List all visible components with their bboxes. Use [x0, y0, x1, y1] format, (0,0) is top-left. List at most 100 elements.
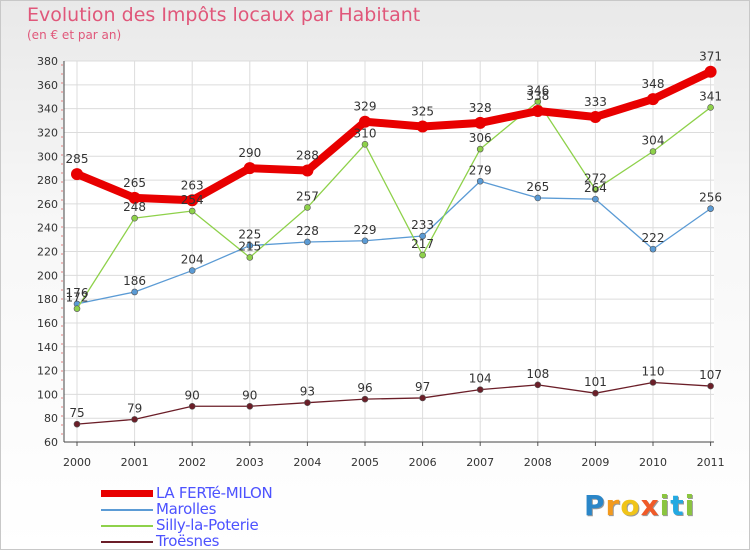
- data-label-tro-snes: 108: [526, 367, 549, 381]
- y-tick-label: 180: [37, 293, 58, 306]
- x-tick-label: 2003: [236, 456, 264, 469]
- data-point-la-fert-milon: [589, 110, 602, 123]
- series-line-tro-snes: [76, 381, 712, 425]
- data-point-silly-la-poterie: [592, 186, 599, 193]
- data-point-la-fert-milon: [186, 194, 199, 207]
- data-point-tro-snes: [304, 399, 311, 407]
- y-tick-label: 200: [37, 269, 58, 282]
- data-label-la-fert-milon: 265: [123, 176, 146, 190]
- chart-subtitle: (en € et par an): [27, 28, 122, 42]
- y-tick-label: 120: [37, 365, 58, 378]
- y-tick-label: 320: [37, 126, 58, 139]
- data-label-tro-snes: 96: [357, 381, 372, 395]
- data-label-la-fert-milon: 338: [526, 89, 549, 103]
- data-point-tro-snes: [361, 395, 369, 403]
- x-tick-label: 2001: [121, 456, 149, 469]
- data-point-tro-snes: [246, 402, 254, 410]
- data-point-tro-snes: [131, 416, 138, 423]
- y-tick-label: 60: [44, 436, 58, 449]
- data-label-silly-la-poterie: 341: [699, 89, 722, 103]
- legend-swatch: [101, 525, 153, 527]
- data-label-marolles: 228: [296, 224, 319, 238]
- data-point-tro-snes: [534, 381, 542, 389]
- data-point-la-fert-milon: [71, 168, 83, 181]
- y-tick-label: 340: [37, 103, 58, 116]
- data-point-silly-la-poterie: [131, 214, 138, 222]
- data-label-silly-la-poterie: 254: [181, 193, 204, 207]
- legend-swatch: [101, 509, 153, 511]
- data-label-silly-la-poterie: 346: [526, 83, 549, 97]
- data-point-marolles: [707, 205, 714, 212]
- y-tick-label: 240: [37, 222, 58, 235]
- legend-label: Troësnes: [156, 532, 220, 550]
- y-tick-label: 260: [37, 198, 58, 211]
- legend-label: Silly-la-Poterie: [156, 516, 259, 534]
- data-point-marolles: [246, 242, 254, 249]
- x-tick-label: 2000: [63, 456, 91, 469]
- data-label-la-fert-milon: 328: [469, 101, 492, 115]
- data-point-tro-snes: [592, 389, 599, 397]
- data-label-tro-snes: 75: [69, 406, 84, 420]
- data-point-la-fert-milon: [128, 191, 141, 204]
- y-tick-label: 80: [44, 412, 58, 425]
- y-tick-label: 280: [37, 174, 58, 187]
- data-label-la-fert-milon: 333: [584, 95, 607, 109]
- data-label-marolles: 186: [123, 274, 146, 288]
- data-point-la-fert-milon: [359, 115, 371, 128]
- data-label-la-fert-milon: 263: [181, 178, 204, 192]
- data-label-marolles: 225: [238, 228, 261, 242]
- data-label-la-fert-milon: 288: [296, 149, 319, 163]
- legend-label: LA FERTé-MILON: [156, 484, 273, 502]
- data-label-marolles: 279: [469, 163, 492, 177]
- data-label-la-fert-milon: 329: [354, 100, 377, 114]
- data-point-tro-snes: [188, 402, 196, 410]
- data-point-marolles: [188, 267, 196, 274]
- data-point-silly-la-poterie: [73, 305, 81, 312]
- data-label-marolles: 204: [181, 253, 204, 267]
- data-label-marolles: 233: [411, 218, 434, 232]
- data-point-silly-la-poterie: [649, 148, 657, 155]
- data-label-la-fert-milon: 371: [699, 50, 722, 64]
- x-tick-label: 2002: [178, 456, 206, 469]
- y-tick-label: 300: [37, 150, 58, 163]
- data-label-tro-snes: 93: [300, 385, 315, 399]
- x-tick-label: 2011: [697, 456, 725, 469]
- data-label-silly-la-poterie: 257: [296, 189, 319, 203]
- data-label-tro-snes: 110: [642, 364, 665, 378]
- y-tick-label: 160: [37, 317, 58, 330]
- logo-letter: t: [670, 489, 685, 522]
- data-point-tro-snes: [707, 382, 714, 390]
- data-label-tro-snes: 79: [127, 401, 142, 415]
- data-label-silly-la-poterie: 304: [642, 133, 665, 147]
- data-point-la-fert-milon: [474, 116, 487, 129]
- data-label-la-fert-milon: 348: [642, 77, 665, 91]
- data-point-silly-la-poterie: [246, 254, 254, 261]
- data-point-silly-la-poterie: [534, 98, 542, 105]
- series-line-marolles: [76, 180, 712, 305]
- data-label-silly-la-poterie: 310: [354, 126, 377, 140]
- series-line-la-fert-milon: [73, 67, 715, 205]
- data-point-silly-la-poterie: [361, 141, 369, 148]
- data-point-marolles: [476, 177, 484, 185]
- legend-label: Marolles: [156, 500, 217, 518]
- data-point-tro-snes: [419, 394, 426, 402]
- data-point-la-fert-milon: [301, 164, 314, 177]
- data-label-silly-la-poterie: 215: [238, 239, 261, 253]
- data-point-tro-snes: [73, 420, 81, 428]
- data-label-marolles: 229: [354, 223, 377, 237]
- x-tick-label: 2009: [581, 456, 609, 469]
- data-point-la-fert-milon: [647, 93, 659, 106]
- series-line-silly-la-poterie: [76, 100, 712, 310]
- logo-letter: r: [605, 489, 621, 522]
- data-label-tro-snes: 104: [469, 372, 492, 386]
- series-lines: [71, 65, 717, 428]
- data-point-la-fert-milon: [531, 105, 544, 118]
- data-label-tro-snes: 90: [242, 388, 257, 402]
- data-point-marolles: [361, 237, 369, 245]
- data-label-silly-la-poterie: 272: [584, 172, 607, 186]
- logo-letter: i: [659, 489, 671, 522]
- data-label-la-fert-milon: 325: [411, 104, 434, 118]
- x-tick-label: 2006: [409, 456, 437, 469]
- data-point-silly-la-poterie: [304, 204, 311, 211]
